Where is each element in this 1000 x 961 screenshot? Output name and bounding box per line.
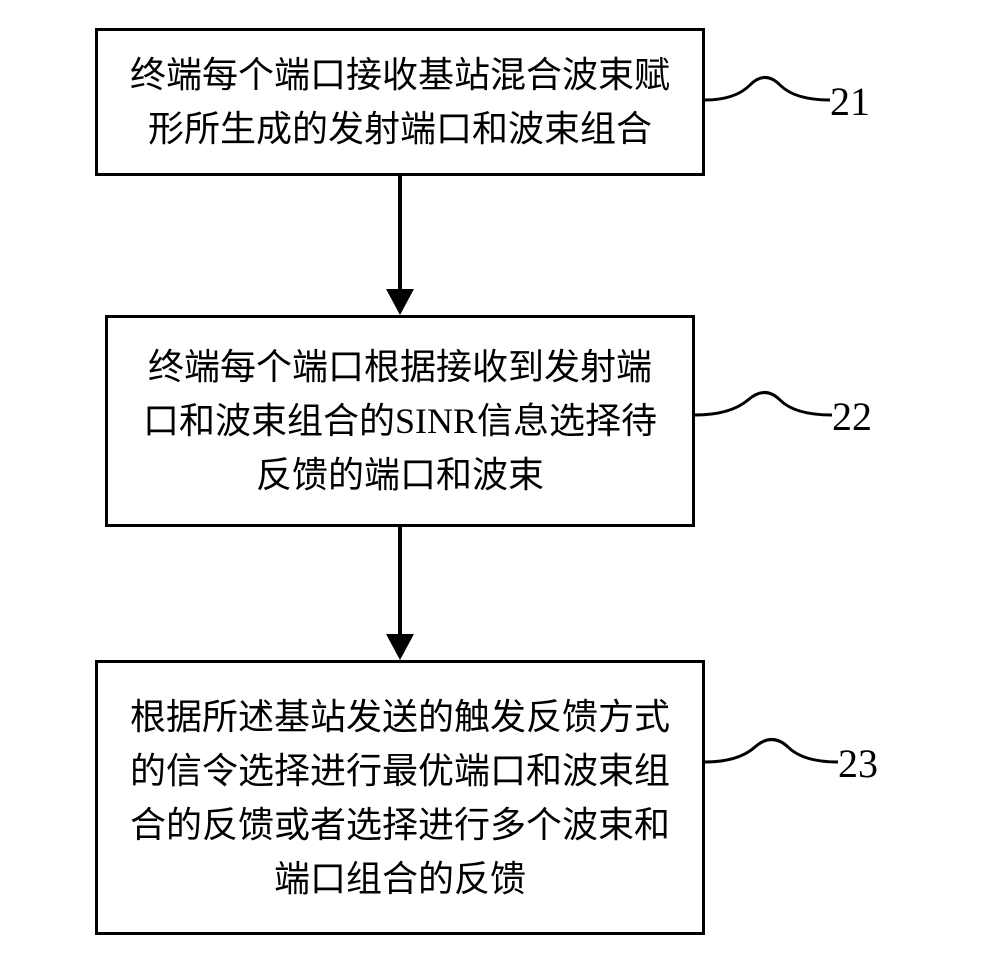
arrow-1-to-2-line <box>398 176 402 289</box>
node-3-text: 根据所述基站发送的触发反馈方式的信令选择进行最优端口和波束组合的反馈或者选择进行… <box>123 690 677 906</box>
arrow-2-to-3-head <box>386 634 414 660</box>
label-21: 21 <box>830 78 870 125</box>
flowchart-container: 终端每个端口接收基站混合波束赋形所生成的发射端口和波束组合 21 终端每个端口根… <box>0 0 1000 961</box>
label-connector-3 <box>705 727 838 787</box>
arrow-2-to-3-line <box>398 527 402 634</box>
flowchart-node-1: 终端每个端口接收基站混合波束赋形所生成的发射端口和波束组合 <box>95 28 705 176</box>
flowchart-node-2: 终端每个端口根据接收到发射端口和波束组合的SINR信息选择待反馈的端口和波束 <box>105 315 695 527</box>
label-connector-2 <box>695 380 832 440</box>
label-23: 23 <box>838 740 878 787</box>
flowchart-node-3: 根据所述基站发送的触发反馈方式的信令选择进行最优端口和波束组合的反馈或者选择进行… <box>95 660 705 935</box>
node-2-text: 终端每个端口根据接收到发射端口和波束组合的SINR信息选择待反馈的端口和波束 <box>133 340 667 502</box>
label-22: 22 <box>832 393 872 440</box>
node-1-text: 终端每个端口接收基站混合波束赋形所生成的发射端口和波束组合 <box>123 48 677 156</box>
arrow-1-to-2-head <box>386 289 414 315</box>
label-connector-1 <box>705 65 830 125</box>
